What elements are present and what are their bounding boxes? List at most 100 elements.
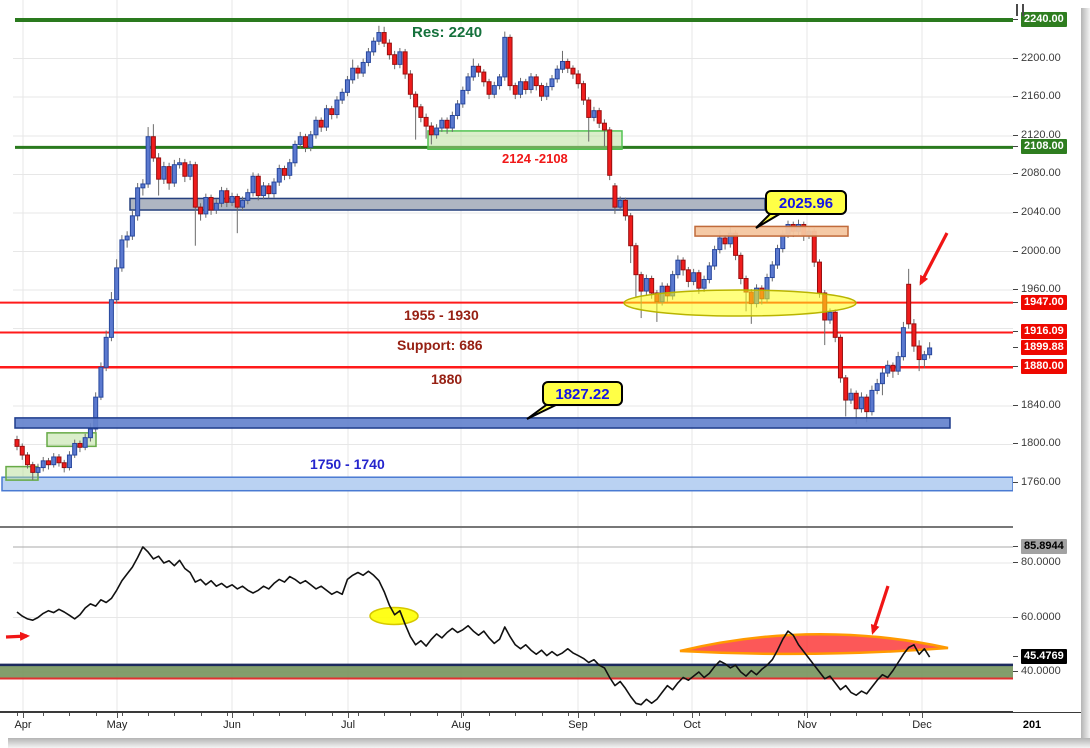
- minor-time-tick: [305, 713, 307, 716]
- bear-candle: [601, 122, 607, 131]
- zone-rectangle[interactable]: [694, 225, 849, 237]
- bull-candle: [869, 389, 875, 413]
- bear-candle: [486, 81, 492, 95]
- price-callout[interactable]: 1827.22: [526, 381, 623, 420]
- chart-text-label[interactable]: Res: 2240: [412, 24, 482, 41]
- bear-candle: [56, 456, 62, 464]
- minor-time-tick: [436, 713, 438, 716]
- bear-candle: [533, 76, 539, 87]
- price-badge: 1947.00: [1021, 294, 1067, 310]
- axis-label: 2000.00: [1021, 244, 1061, 257]
- bear-candle: [523, 81, 529, 90]
- highlight-ellipse[interactable]: [369, 606, 419, 626]
- tick-dash: [1013, 250, 1018, 252]
- bull-candle: [360, 61, 366, 74]
- bear-candle: [596, 110, 602, 124]
- bear-candle: [355, 67, 361, 74]
- bear-candle: [832, 311, 838, 338]
- zone-rectangle[interactable]: [1, 476, 1013, 492]
- price-callout[interactable]: 2025.96: [755, 190, 847, 229]
- minor-time-tick: [226, 713, 228, 716]
- month-label: Jul: [340, 719, 356, 731]
- price-axis[interactable]: 2240.00 2200.00 2160.00 2120.00 2108.00 2080.…: [1013, 0, 1081, 712]
- bear-candle: [649, 278, 655, 294]
- chart-text-label[interactable]: 1880: [431, 371, 462, 387]
- bull-candle: [439, 119, 445, 129]
- tick-dash: [1013, 404, 1018, 406]
- main-price-chart[interactable]: Res: 2240 2124 -2108 1955 - 1930 Support: 6…: [0, 0, 1013, 527]
- bull-candle: [717, 237, 723, 251]
- bull-candle: [470, 65, 476, 78]
- bull-candle: [250, 175, 256, 194]
- annotation-arrow[interactable]: [919, 232, 949, 286]
- axis-label: 80.0000: [1021, 556, 1061, 568]
- bear-candle: [402, 51, 408, 75]
- bull-candle: [40, 460, 46, 469]
- highlight-dome[interactable]: [679, 632, 949, 656]
- price-badge: 1880.00: [1021, 359, 1067, 375]
- consolidation-box[interactable]: [427, 130, 623, 151]
- axis-label: 2080.00: [1021, 167, 1061, 180]
- bull-candle: [114, 267, 120, 301]
- tick-dash: [1013, 366, 1018, 368]
- tick-dash: [1013, 656, 1018, 658]
- bull-candle: [308, 134, 314, 148]
- time-axis[interactable]: Apr May Jun Jul Aug Sep Oct Nov Dec 201: [0, 713, 1081, 737]
- tick-dash: [1013, 19, 1018, 20]
- window-shadow-right: [1081, 8, 1090, 748]
- minor-time-tick: [646, 713, 648, 716]
- bear-candle: [192, 164, 198, 208]
- axis-scale-icon[interactable]: [1016, 4, 1025, 16]
- bear-candle: [392, 54, 398, 65]
- bull-candle: [397, 51, 403, 65]
- bear-candle: [565, 60, 571, 69]
- chart-text-label[interactable]: Support: 686: [397, 337, 483, 353]
- price-badge: 1916.09: [1021, 324, 1067, 340]
- highlight-ellipse[interactable]: [623, 289, 857, 317]
- minor-time-tick: [672, 713, 674, 716]
- annotation-arrow[interactable]: [870, 585, 890, 635]
- bear-candle: [575, 73, 581, 85]
- bull-candle: [465, 76, 471, 91]
- month-tick: [348, 713, 349, 718]
- bear-candle: [628, 215, 634, 247]
- bear-candle: [512, 85, 518, 95]
- indicator-zone-fill[interactable]: [0, 664, 1013, 679]
- bull-candle: [434, 127, 440, 136]
- minor-time-tick: [357, 713, 359, 716]
- bull-candle: [323, 108, 329, 128]
- bull-candle: [287, 162, 293, 176]
- bull-candle: [140, 183, 146, 189]
- bull-candle: [271, 181, 277, 195]
- tick-dash: [1013, 562, 1018, 563]
- panel-separator[interactable]: [0, 526, 1081, 528]
- chart-text-label[interactable]: 2124 -2108: [502, 151, 568, 166]
- bear-candle: [864, 396, 870, 413]
- minor-time-tick: [882, 713, 884, 716]
- bull-candle: [87, 428, 93, 439]
- zone-rectangle[interactable]: [14, 417, 951, 429]
- bear-candle: [407, 73, 413, 95]
- bear-candle: [255, 175, 261, 197]
- chart-text-label[interactable]: 1955 - 1930: [404, 307, 479, 323]
- minor-time-tick: [567, 713, 569, 716]
- bear-candle: [890, 364, 896, 372]
- bear-candle: [329, 108, 335, 116]
- annotation-arrow[interactable]: [5, 631, 30, 641]
- chart-text-label[interactable]: 1750 - 1740: [310, 456, 385, 472]
- bull-candle: [554, 68, 560, 80]
- minor-time-tick: [200, 713, 202, 716]
- bull-candle: [675, 259, 681, 276]
- bull-candle: [261, 185, 267, 197]
- bear-candle: [19, 445, 25, 456]
- oscillator-panel[interactable]: [0, 527, 1013, 711]
- minor-time-tick: [803, 713, 805, 716]
- bull-candle: [371, 40, 377, 53]
- bear-candle: [418, 106, 424, 118]
- bear-candle: [386, 42, 392, 56]
- bull-candle: [518, 81, 524, 95]
- indicator-gridlines: [13, 527, 1013, 711]
- month-tick: [117, 713, 118, 718]
- bear-candle: [224, 190, 230, 203]
- bull-candle: [276, 168, 282, 183]
